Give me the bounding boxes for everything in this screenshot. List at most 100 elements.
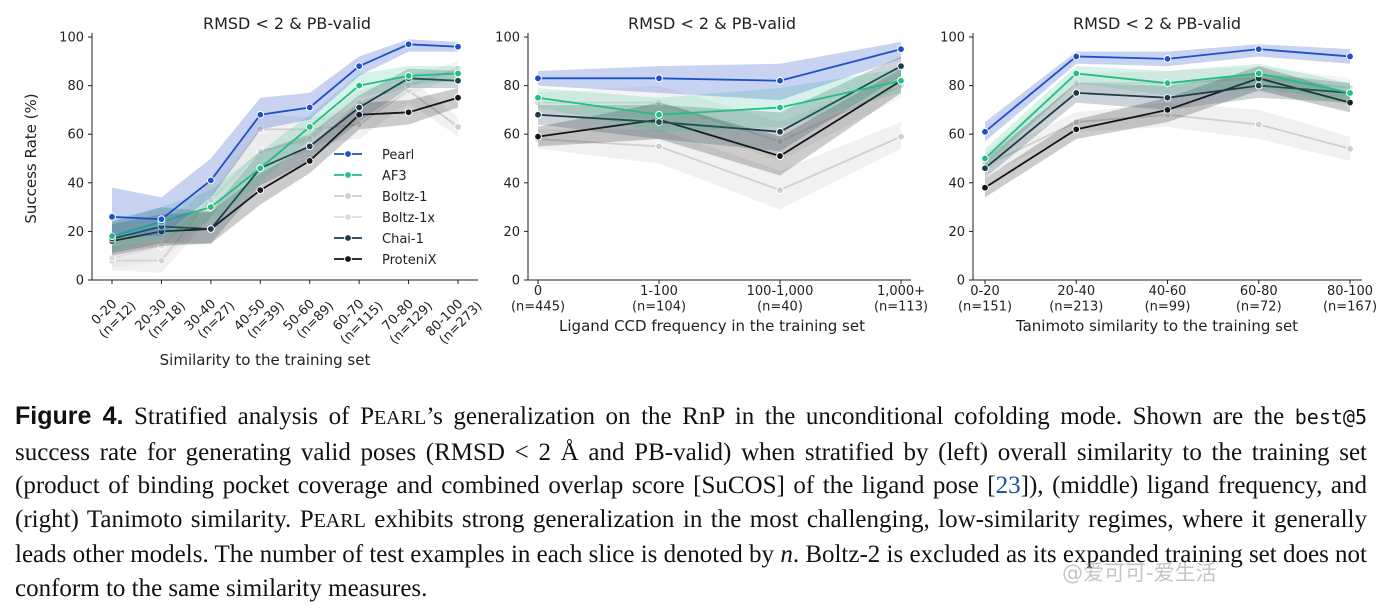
- data-point: [157, 256, 166, 265]
- data-point: [256, 147, 265, 156]
- x-axis-label: Ligand CCD frequency in the training set: [559, 317, 865, 335]
- series-line: [538, 48, 902, 82]
- x-tick-label: (n=445): [511, 300, 565, 315]
- series-line: [111, 67, 459, 260]
- data-point: [404, 40, 413, 49]
- caption-text-1: ’s generalization on the RnP in the unco…: [426, 403, 1295, 430]
- data-point: [776, 76, 784, 85]
- x-tick-label: 100-1,000: [747, 284, 814, 299]
- data-point: [534, 132, 542, 141]
- chart-title: RMSD < 2 & PB-valid: [1073, 14, 1241, 33]
- series-line: [111, 96, 459, 243]
- series-af3: [981, 63, 1354, 169]
- data-point: [897, 45, 905, 54]
- figure-caption: Figure 4. Stratified analysis of PEARL’s…: [15, 400, 1367, 605]
- data-point: [454, 42, 462, 51]
- x-tick-label: 0-20: [970, 284, 1000, 299]
- y-tick-label: 40: [948, 176, 965, 191]
- x-tick-label: 1-100: [640, 284, 678, 299]
- caption-pearl-name: PEARL: [360, 403, 427, 430]
- confidence-band: [112, 68, 458, 254]
- confidence-band: [112, 61, 458, 268]
- x-tick-label: 20-40: [1057, 284, 1095, 299]
- series-line: [111, 43, 459, 221]
- x-tick-label: 40-50(n=39): [231, 288, 287, 344]
- data-point: [256, 186, 265, 194]
- legend-label: Pearl: [382, 148, 414, 163]
- y-tick-label: 100: [940, 31, 965, 46]
- chart-panel-1: RMSD < 2 & PB-valid 0 20 40 60 80 100 Success R…: [22, 14, 485, 369]
- x-tick-label: 0-20(n=12): [86, 288, 140, 342]
- data-point: [655, 98, 663, 107]
- data-point: [454, 93, 462, 102]
- series-line: [537, 65, 902, 133]
- caption-reference-link[interactable]: 23: [995, 472, 1021, 499]
- data-point: [897, 62, 905, 71]
- legend-swatch-marker: [344, 192, 352, 200]
- legend-swatch-marker: [344, 150, 352, 158]
- legend-label: Boltz-1x: [382, 211, 435, 226]
- x-tick-label: 50-60(n=89): [281, 288, 337, 344]
- series-boltz-1: [534, 122, 905, 210]
- x-tick-label: (n=167): [1323, 300, 1377, 315]
- data-point: [1163, 79, 1172, 88]
- data-point: [1072, 69, 1081, 78]
- series-protenix: [981, 66, 1354, 198]
- data-point: [108, 212, 116, 221]
- x-tick-label: (n=213): [1049, 300, 1103, 315]
- caption-pearl-name-2: PEARL: [299, 505, 366, 533]
- chart-title: RMSD < 2 & PB-valid: [628, 14, 796, 33]
- data-point: [454, 69, 462, 78]
- data-point: [256, 125, 265, 134]
- data-point: [776, 137, 784, 146]
- data-point: [1254, 69, 1263, 78]
- caption-text-5: . Boltz-2 is excluded as its expanded tr…: [15, 541, 1368, 602]
- data-point: [355, 81, 364, 90]
- caption-text-4: exhibits strong generalization in the mo…: [15, 505, 1367, 569]
- data-point: [776, 186, 784, 194]
- data-point: [1254, 45, 1263, 54]
- data-point: [655, 74, 663, 83]
- series-line: [538, 84, 902, 143]
- series-pearl: [981, 44, 1354, 142]
- caption-intro: Stratified analysis of: [134, 403, 361, 430]
- legend-label: AF3: [382, 169, 407, 184]
- data-point: [1163, 106, 1172, 114]
- confidence-band: [112, 39, 458, 237]
- confidence-band: [112, 88, 458, 256]
- data-point: [206, 225, 215, 233]
- x-tick-label: 60-80: [1240, 284, 1278, 299]
- series-chai-1: [534, 56, 905, 152]
- chart-panel-3: RMSD < 2 & PB-valid 0 20 40 60 80 100 0-20(n=15…: [940, 14, 1377, 335]
- series-line: [537, 135, 902, 192]
- x-tick-label: 1,000+: [877, 284, 925, 299]
- figure-4-charts: RMSD < 2 & PB-valid 0 20 40 60 80 100 Success R…: [22, 14, 1377, 369]
- data-point: [256, 164, 265, 173]
- x-tick-label: 20-30(n=18): [132, 288, 188, 344]
- data-point: [776, 127, 784, 136]
- data-point: [981, 127, 989, 136]
- data-point: [897, 132, 905, 141]
- confidence-band: [538, 68, 901, 132]
- legend: Pearl AF3 Boltz-1 Boltz-1x Chai-1 ProteniX: [334, 148, 437, 268]
- data-point: [256, 110, 265, 119]
- y-axis-label: Success Rate (%): [22, 93, 40, 223]
- y-tick-label: 60: [67, 128, 84, 143]
- data-point: [981, 164, 989, 173]
- data-point: [404, 71, 413, 80]
- x-tick-label: 30-40(n=27): [182, 288, 238, 344]
- legend-swatch-marker: [344, 234, 352, 242]
- data-point: [981, 154, 989, 163]
- y-tick-label: 0: [512, 274, 520, 289]
- data-point: [1163, 93, 1172, 102]
- data-point: [1346, 98, 1354, 107]
- x-tick-label: 60-70(n=115): [327, 288, 386, 347]
- chart-panel-2: RMSD < 2 & PB-valid0204060801000(n=445)1…: [495, 14, 928, 335]
- confidence-band: [112, 78, 458, 273]
- data-point: [1072, 88, 1081, 97]
- x-tick-label: 70-80(n=129): [377, 288, 436, 347]
- x-tick-label: 40-60: [1149, 284, 1187, 299]
- data-point: [305, 157, 314, 165]
- caption-n-symbol: n: [780, 541, 793, 568]
- series-pearl: [534, 41, 905, 101]
